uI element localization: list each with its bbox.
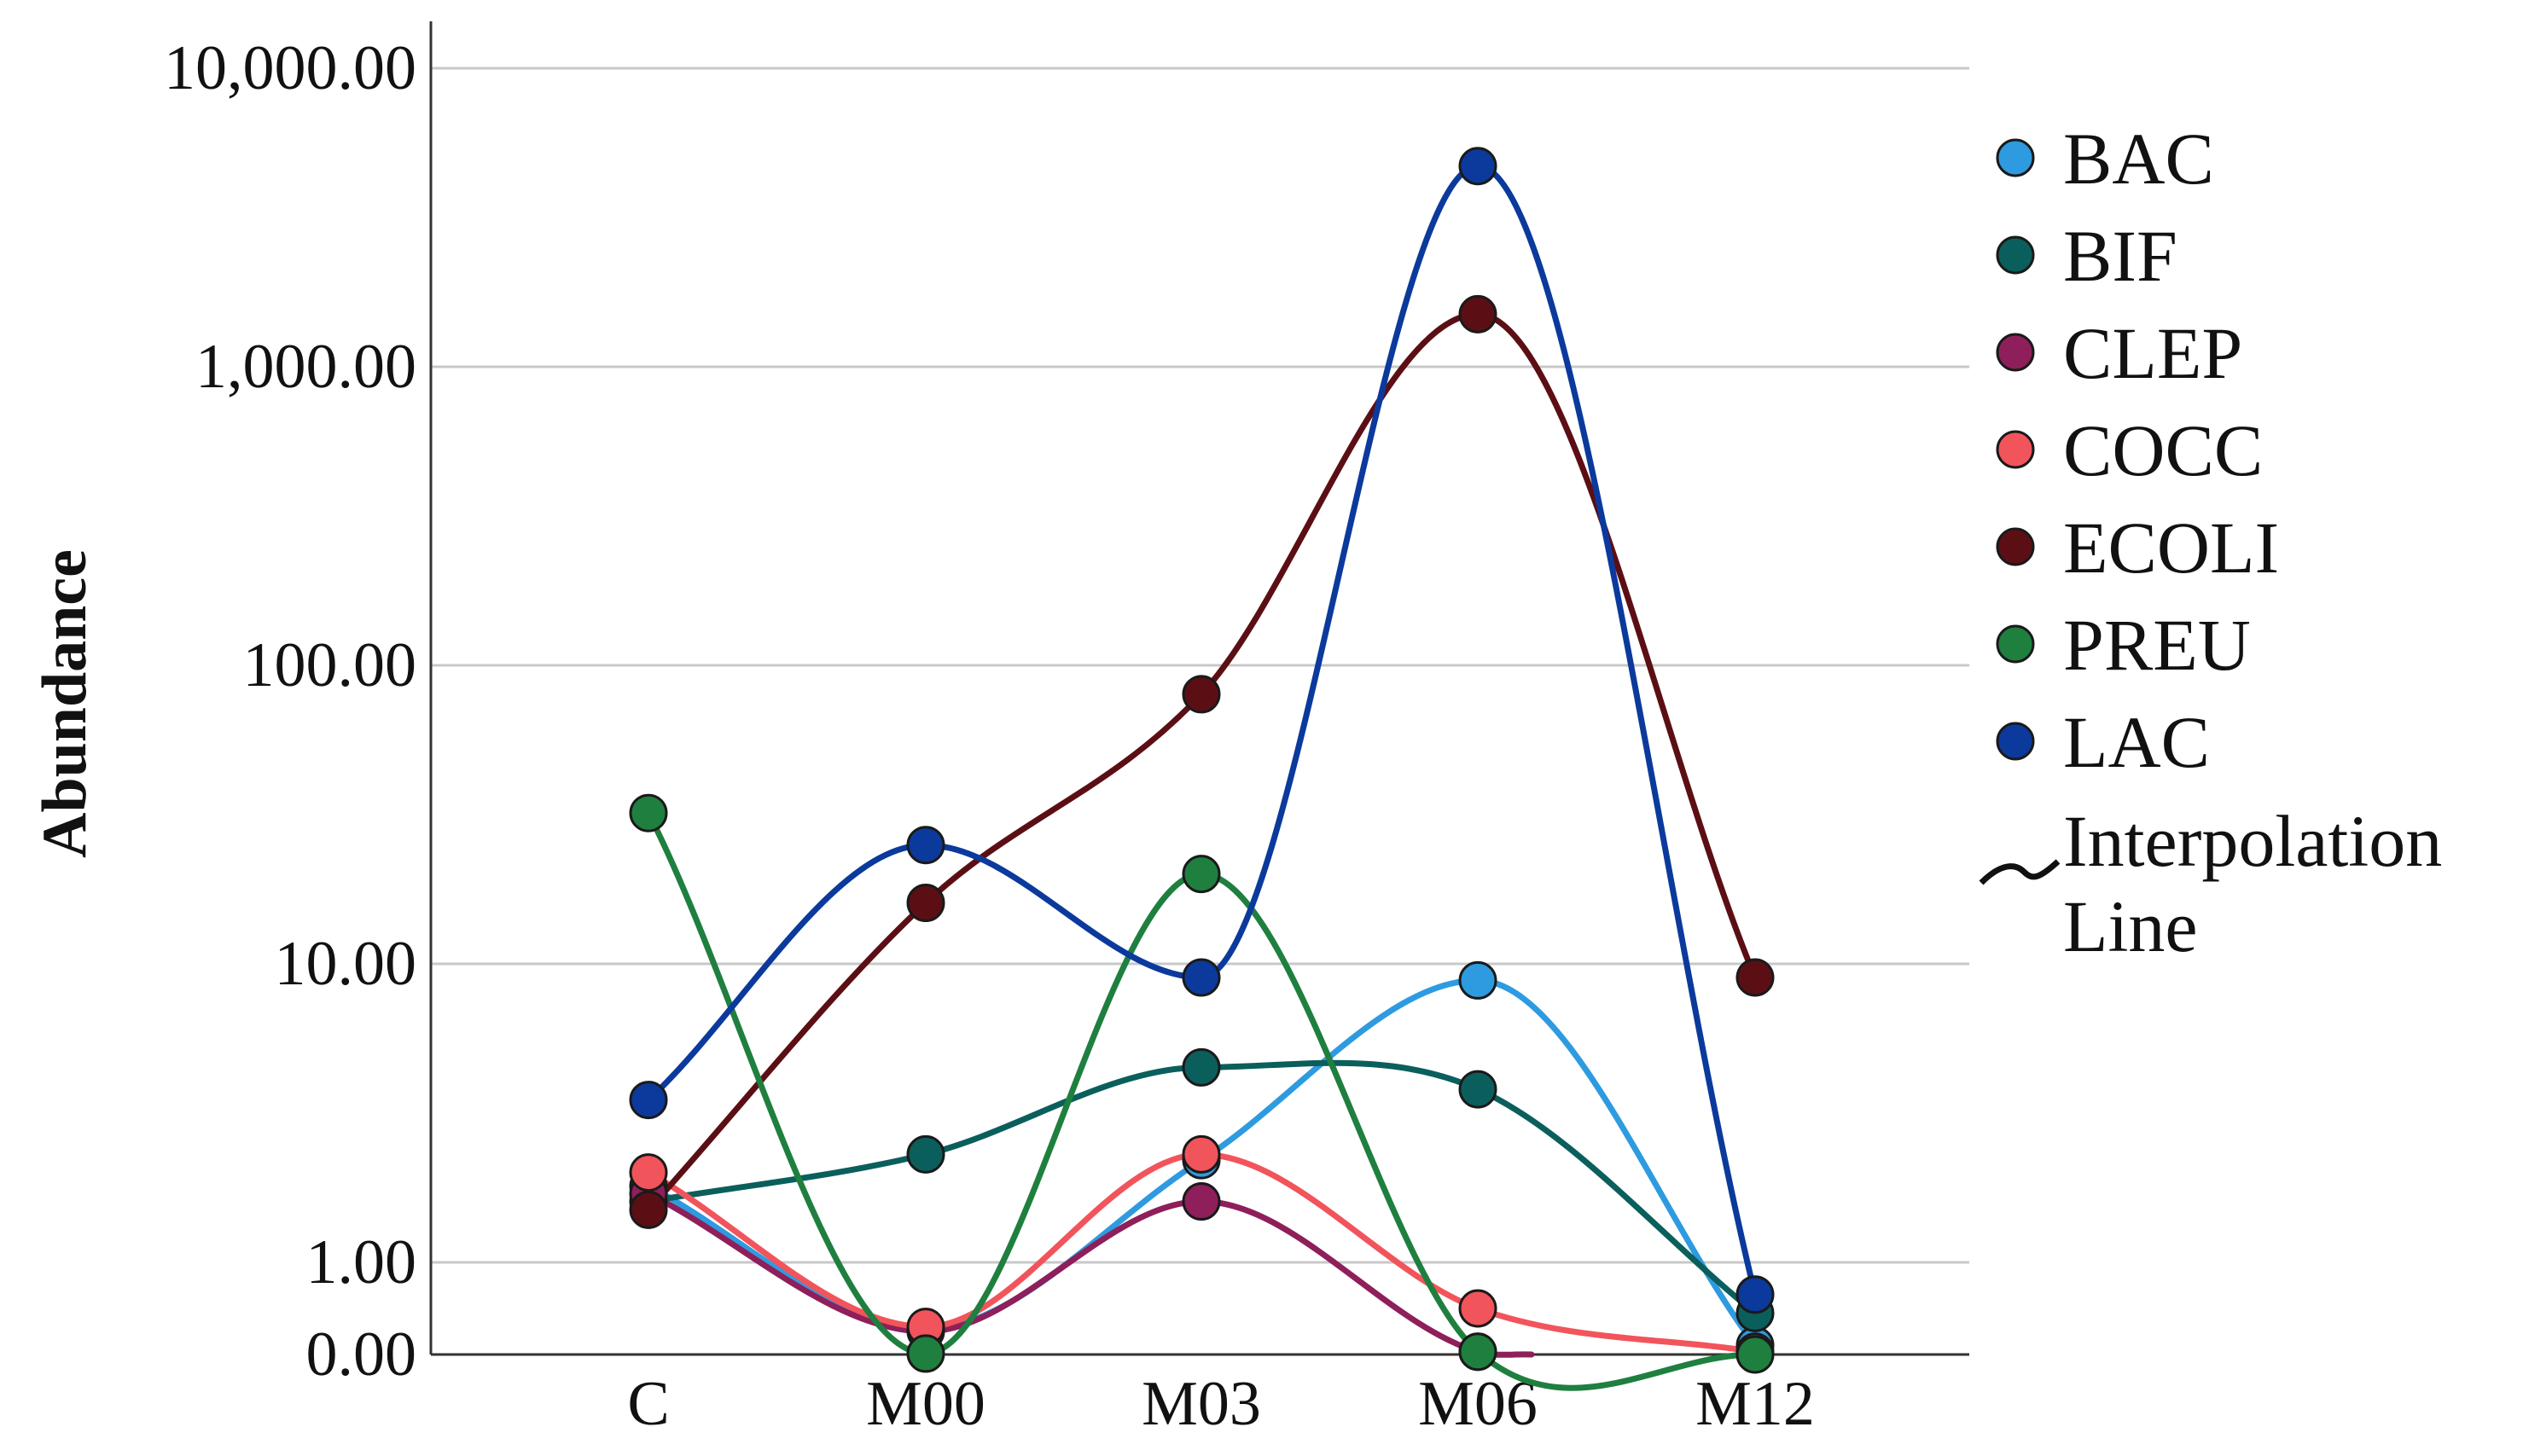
legend-label-ecoli: ECOLI	[2063, 507, 2279, 589]
x-tick-label: M06	[1418, 1369, 1538, 1439]
data-point-lac	[1458, 147, 1497, 186]
x-tick-labels: C M00 M03 M06 M12	[627, 1369, 1815, 1439]
legend-line-label: Interpolation Line	[2063, 800, 2442, 967]
data-point-lac	[1182, 958, 1221, 997]
legend-marker-ecoli	[1996, 527, 2035, 566]
y-tick-label: 100.00	[243, 630, 417, 700]
legend-label-cocc: COCC	[2063, 409, 2263, 491]
legend-label-lac: LAC	[2063, 701, 2210, 783]
x-tick-label: M12	[1695, 1369, 1815, 1439]
legend-label-preu: PREU	[2063, 604, 2251, 686]
legend-label-bif: BIF	[2063, 215, 2177, 297]
legend-label-bac: BAC	[2063, 118, 2214, 200]
data-point-ecoli	[1735, 958, 1775, 997]
data-point-lac	[629, 1081, 668, 1120]
series-line-lac	[645, 163, 1759, 1298]
y-axis-title: Abundance	[30, 549, 100, 858]
y-tick-label: 0.00	[306, 1320, 417, 1389]
data-point-preu	[906, 1334, 945, 1373]
legend-marker-bac	[1996, 138, 2035, 177]
y-tick-label: 1.00	[306, 1227, 417, 1297]
data-point-ecoli	[906, 884, 945, 923]
legend-marker-preu	[1996, 624, 2035, 664]
data-point-ecoli	[1182, 675, 1221, 714]
data-point-bac	[1458, 960, 1497, 1000]
legend-label-clep: CLEP	[2063, 312, 2242, 394]
x-tick-label: C	[627, 1369, 669, 1439]
legend-line-swatch	[1979, 859, 2061, 885]
data-point-lac	[906, 826, 945, 865]
y-tick-label: 10.00	[275, 929, 417, 999]
data-point-ecoli	[629, 1190, 668, 1229]
y-tick-label: 1,000.00	[195, 332, 416, 402]
x-tick-label: M00	[866, 1369, 985, 1439]
series-line-preu	[645, 809, 1759, 1391]
data-point-bif	[1458, 1070, 1497, 1109]
x-tick-label: M03	[1142, 1369, 1261, 1439]
legend-marker-cocc	[1996, 430, 2035, 469]
data-point-preu	[1182, 855, 1221, 894]
gridlines	[431, 67, 1969, 1264]
data-point-bif	[1182, 1047, 1221, 1087]
data-point-preu	[629, 793, 668, 832]
series-points	[629, 147, 1775, 1374]
data-point-ecoli	[1458, 294, 1497, 334]
y-tick-labels: 0.00 1.00 10.00 100.00 1,000.00 10,000.00	[164, 33, 416, 1389]
data-point-cocc	[629, 1153, 668, 1192]
data-point-preu	[1458, 1332, 1497, 1372]
legend-marker-bif	[1996, 235, 2035, 275]
data-point-cocc	[1182, 1134, 1221, 1174]
data-point-bif	[906, 1134, 945, 1174]
legend-marker-lac	[1996, 722, 2035, 761]
data-point-clep	[1182, 1182, 1221, 1221]
data-point-cocc	[1458, 1289, 1497, 1328]
legend: Interpolation Line BAC BIF CLEP COCC ECOLI PRE…	[1979, 118, 2442, 967]
legend-marker-clep	[1996, 333, 2035, 372]
data-point-preu	[1735, 1335, 1775, 1374]
data-point-lac	[1735, 1275, 1775, 1314]
axes	[429, 21, 1969, 1356]
y-tick-label: 10,000.00	[164, 33, 416, 103]
